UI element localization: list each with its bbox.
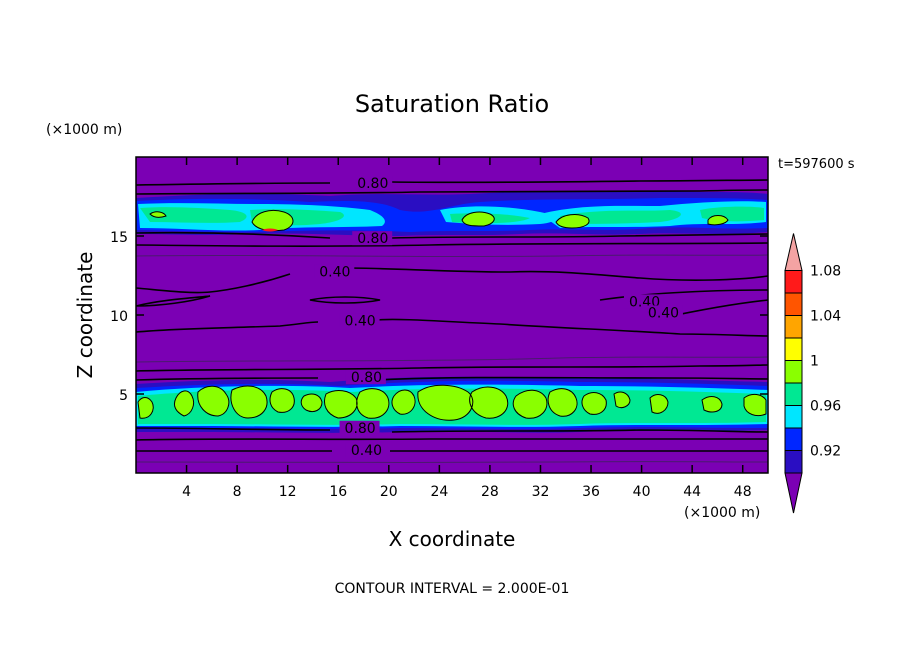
colorbar-swatch — [784, 292, 803, 316]
colorbar-top-arrow — [784, 233, 803, 271]
x-tick-label: 32 — [532, 484, 550, 500]
upper-band-red-spot — [262, 228, 278, 232]
contour-label-bg — [339, 313, 380, 328]
contour-label: 0.80 — [357, 176, 388, 192]
contour-line — [135, 189, 769, 195]
thin-contour-line — [135, 254, 769, 258]
upper-band-teal — [140, 206, 764, 226]
y-unit-label: (×1000 m) — [46, 122, 122, 138]
thin-contour-line — [135, 356, 769, 363]
colorbar-bottom-arrow — [784, 472, 803, 514]
time-label: t=597600 s — [778, 157, 855, 172]
contour-label: 0.40 — [345, 313, 376, 329]
contour-label: 0.80 — [357, 231, 388, 247]
contour-line — [135, 437, 769, 441]
contour-line — [599, 289, 769, 301]
colorbar-swatch — [784, 382, 803, 406]
contour-lines — [135, 179, 769, 453]
y-tick-label: 5 — [119, 388, 128, 404]
colorbar-label: 0.92 — [810, 444, 841, 460]
colorbar-swatch — [784, 337, 803, 361]
contour-line — [135, 242, 769, 247]
contour-line — [135, 231, 769, 239]
lower-cloud-band — [136, 376, 768, 433]
colorbar-swatch — [784, 360, 803, 384]
colorbar-swatch — [784, 405, 803, 429]
contour-label-bg — [345, 442, 386, 457]
contour-label: 0.40 — [648, 305, 679, 321]
plot-area: 0.800.800.400.400.400.400.800.800.40 — [135, 156, 769, 474]
colorbar-label: 1 — [810, 354, 819, 370]
upper-band-green — [149, 209, 729, 232]
x-tick-label: 8 — [233, 484, 242, 500]
colorbar-swatch — [784, 427, 803, 451]
contour-label-bg — [352, 175, 393, 190]
x-tick-label: 4 — [182, 484, 191, 500]
contour-labels: 0.800.800.400.400.400.400.800.800.40 — [314, 175, 683, 459]
contour-line — [135, 376, 769, 381]
lower-band-green — [137, 384, 767, 421]
chart-title: Saturation Ratio — [355, 90, 549, 118]
y-axis-label: Z coordinate — [73, 252, 97, 379]
contour-interval-note: CONTOUR INTERVAL = 2.000E-01 — [335, 581, 570, 597]
x-tick-label: 16 — [329, 484, 347, 500]
contour-line — [309, 296, 381, 304]
colorbar-label: 1.08 — [810, 264, 841, 280]
contour-label-bg — [623, 294, 664, 309]
contour-label-bg — [345, 370, 386, 385]
x-tick-label: 24 — [430, 484, 448, 500]
contour-line — [135, 449, 769, 453]
x-tick-label: 48 — [734, 484, 752, 500]
contour-line — [135, 318, 769, 337]
x-tick-label: 40 — [633, 484, 651, 500]
colorbar-swatch — [784, 270, 803, 294]
x-tick-label: 36 — [582, 484, 600, 500]
thin-contour-lines — [135, 254, 769, 463]
contour-label: 0.40 — [319, 264, 350, 280]
contour-label: 0.80 — [351, 370, 382, 386]
colorbar: 0.92 0.96 1 1.04 1.08 — [784, 233, 841, 514]
contour-label-bg — [339, 420, 380, 435]
contour-line — [135, 267, 769, 294]
contour-line — [135, 179, 769, 186]
upper-cloud-band — [136, 190, 768, 236]
contour-label: 0.40 — [351, 443, 382, 459]
contour-label-bg — [314, 264, 355, 279]
contour-label-bg — [642, 305, 683, 320]
x-tick-label: 20 — [380, 484, 398, 500]
y-axis-ticks: 5 10 15 — [110, 230, 768, 404]
x-unit-label: (×1000 m) — [684, 505, 760, 521]
thin-contour-line — [135, 461, 769, 463]
x-axis-label: X coordinate — [389, 527, 516, 551]
contour-line — [135, 364, 769, 372]
x-tick-label: 12 — [279, 484, 297, 500]
colorbar-label: 1.04 — [810, 309, 841, 325]
x-axis-ticks: 4 8 12 16 20 24 28 32 36 40 44 48 — [182, 157, 752, 500]
contour-line — [135, 427, 769, 433]
y-tick-label: 15 — [110, 230, 128, 246]
x-tick-label: 44 — [683, 484, 701, 500]
y-tick-label: 10 — [110, 309, 128, 325]
colorbar-swatch — [784, 450, 803, 474]
colorbar-swatch — [784, 315, 803, 339]
contour-line — [135, 295, 211, 307]
contour-label-bg — [352, 231, 393, 246]
colorbar-label: 0.96 — [810, 399, 841, 415]
contour-label: 0.80 — [345, 421, 376, 437]
x-tick-label: 28 — [481, 484, 499, 500]
